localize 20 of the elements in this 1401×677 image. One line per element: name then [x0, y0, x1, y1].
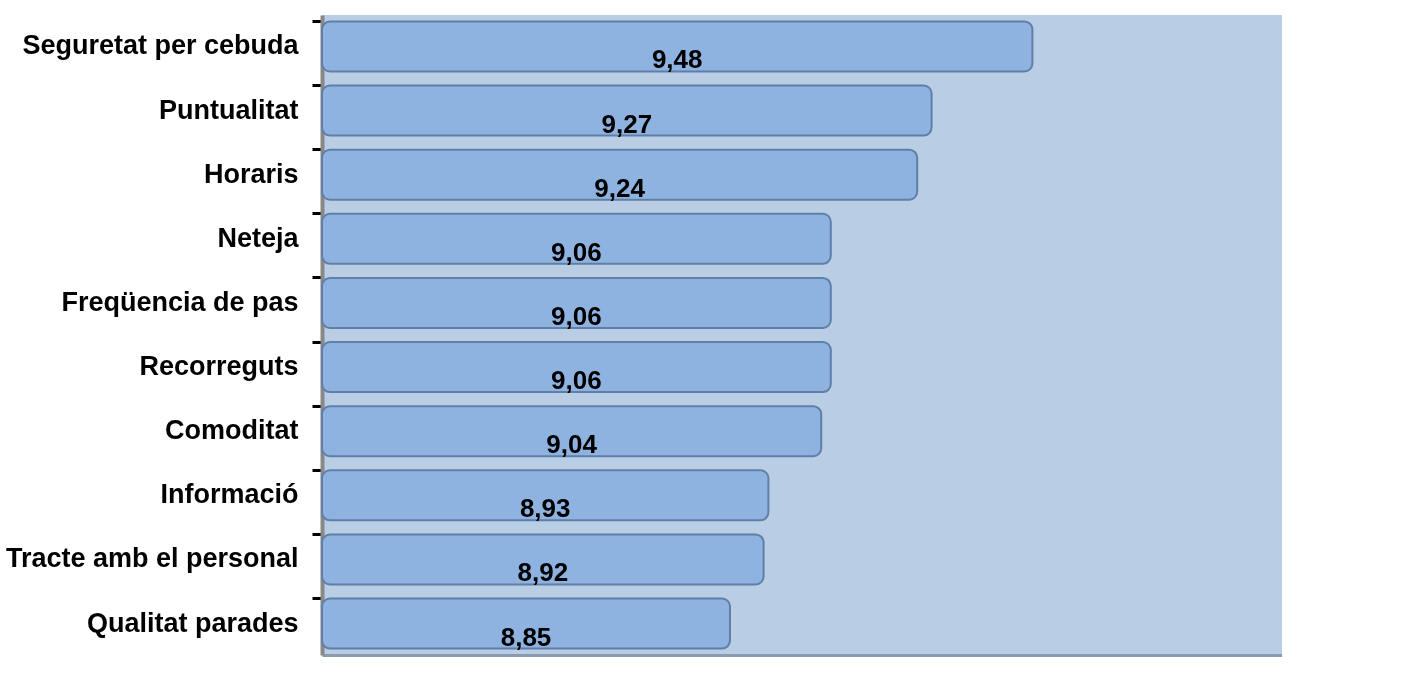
y-tick-label: Horaris: [203, 158, 299, 189]
y-tick-label: Informació: [160, 479, 299, 510]
y-tick-label: Tracte amb el personal: [5, 543, 299, 574]
data-label: 8,93: [519, 493, 571, 524]
data-label: 9,06: [551, 236, 602, 267]
data-label: 9,04: [546, 429, 598, 460]
data-label: 8,85: [500, 621, 552, 652]
y-tick-label: Qualitat parades: [86, 607, 299, 638]
y-tick-label: Seguretat per cebuda: [22, 30, 300, 61]
data-label: 9,06: [551, 365, 602, 396]
data-label: 9,48: [651, 44, 703, 75]
data-label: 8,92: [517, 557, 569, 588]
y-tick-label: Freqüencia de pas: [61, 286, 299, 317]
y-tick-label: Neteja: [217, 222, 300, 253]
data-label: 9,27: [601, 108, 653, 139]
y-tick-label: Recorreguts: [139, 351, 299, 382]
data-label: 9,24: [594, 172, 646, 203]
data-label: 9,06: [551, 300, 602, 331]
y-tick-label: Puntualitat: [159, 94, 299, 125]
y-tick-label: Comoditat: [165, 415, 299, 446]
